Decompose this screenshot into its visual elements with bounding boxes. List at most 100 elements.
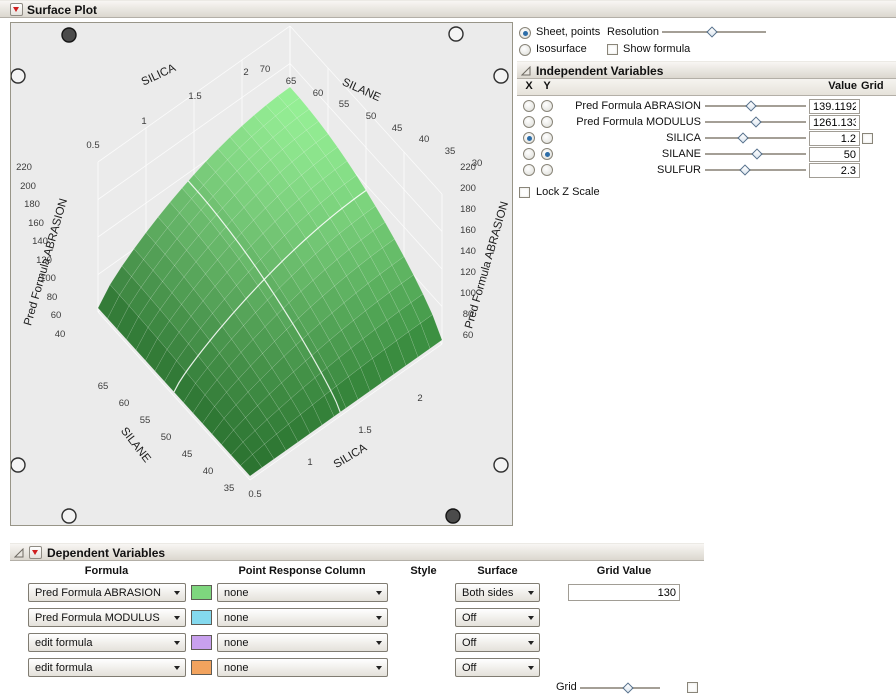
svg-text:80: 80 <box>463 309 474 320</box>
value-input[interactable] <box>809 131 860 146</box>
svg-text:1: 1 <box>307 457 312 468</box>
surface-mesh[interactable] <box>97 86 443 477</box>
isosurface-label: Isosurface <box>536 43 587 55</box>
value-input[interactable] <box>809 147 860 162</box>
point-response-dropdown[interactable]: none <box>217 608 388 627</box>
formula-dropdown[interactable]: edit formula <box>28 633 186 652</box>
independent-variables-title: Independent Variables <box>536 64 664 78</box>
y-radio[interactable] <box>541 132 553 144</box>
svg-text:0.5: 0.5 <box>86 140 99 151</box>
svg-text:45: 45 <box>182 449 193 460</box>
svg-text:50: 50 <box>161 432 172 443</box>
svg-text:45: 45 <box>392 123 403 134</box>
surface-mode-dropdown[interactable]: Both sides <box>455 583 540 602</box>
point-response-dropdown[interactable]: none <box>217 658 388 677</box>
formula-dropdown[interactable]: edit formula <box>28 658 186 677</box>
value-slider[interactable] <box>705 147 806 160</box>
x-radio[interactable] <box>523 116 535 128</box>
surface-mode-dropdown[interactable]: Off <box>455 608 540 627</box>
y-radio[interactable] <box>541 116 553 128</box>
value-input[interactable] <box>809 99 860 114</box>
slider-thumb[interactable] <box>739 163 752 176</box>
svg-text:2: 2 <box>417 393 422 404</box>
point-response-dropdown[interactable]: none <box>217 583 388 602</box>
col-header-grid: Grid <box>861 80 884 92</box>
formula-dropdown[interactable]: Pred Formula ABRASION <box>28 583 186 602</box>
disclosure-triangle-icon[interactable] <box>14 548 24 558</box>
red-triangle-menu-button[interactable] <box>10 3 23 16</box>
resolution-slider[interactable] <box>662 25 766 38</box>
point-response-dropdown[interactable]: none <box>217 633 388 652</box>
value-slider[interactable] <box>705 163 806 176</box>
value-slider[interactable] <box>705 115 806 128</box>
x-radio[interactable] <box>523 148 535 160</box>
surface-plot-panel: 0.5 1 1.5 2 70 65 60 55 50 45 40 35 30 220 200 180 160 14… <box>10 22 513 526</box>
plot-corner-handle[interactable] <box>493 68 509 84</box>
grid-slider[interactable] <box>580 681 660 694</box>
surface-color-swatch[interactable] <box>191 585 212 600</box>
plot-corner-handle[interactable] <box>448 26 464 42</box>
x-radio[interactable] <box>523 132 535 144</box>
svg-text:1.5: 1.5 <box>188 91 201 102</box>
plot-corner-handle[interactable] <box>61 508 77 524</box>
plot-corner-handle[interactable] <box>445 508 461 524</box>
x-radio[interactable] <box>523 100 535 112</box>
disclosure-triangle-icon[interactable] <box>521 66 531 76</box>
surface-plot-canvas[interactable]: 0.511.52 70656055504540353022020018016014… <box>11 23 512 525</box>
svg-text:55: 55 <box>339 99 350 110</box>
slider-thumb[interactable] <box>749 115 762 128</box>
col-header-value: Value <box>828 80 857 92</box>
grid-checkbox[interactable] <box>862 133 873 144</box>
surface-color-swatch[interactable] <box>191 635 212 650</box>
surface-mode-dropdown[interactable]: Off <box>455 658 540 677</box>
x-radio[interactable] <box>523 164 535 176</box>
plot-corner-handle[interactable] <box>493 457 509 473</box>
slider-thumb[interactable] <box>737 131 750 144</box>
slider-thumb[interactable] <box>622 681 634 694</box>
show-formula-checkbox[interactable] <box>607 44 618 55</box>
current-value-crosshair <box>173 180 367 413</box>
plot-corner-handle[interactable] <box>11 457 26 473</box>
svg-text:0.5: 0.5 <box>248 489 261 500</box>
surface-color-swatch[interactable] <box>191 660 212 675</box>
svg-text:160: 160 <box>28 218 44 229</box>
variable-label: SILICA <box>666 132 701 144</box>
resolution-label: Resolution <box>607 26 659 38</box>
red-triangle-menu-button[interactable] <box>29 546 42 559</box>
svg-text:100: 100 <box>460 288 476 299</box>
slider-thumb[interactable] <box>745 99 758 112</box>
svg-text:180: 180 <box>460 204 476 215</box>
value-slider[interactable] <box>705 131 806 144</box>
svg-text:140: 140 <box>32 236 48 247</box>
chevron-down-icon <box>528 616 534 620</box>
svg-text:65: 65 <box>286 76 297 87</box>
svg-text:60: 60 <box>463 330 474 341</box>
chevron-down-icon <box>528 641 534 645</box>
chevron-down-icon <box>376 666 382 670</box>
y-radio[interactable] <box>541 164 553 176</box>
value-slider[interactable] <box>705 99 806 112</box>
svg-text:80: 80 <box>47 292 58 303</box>
slider-thumb[interactable] <box>750 147 763 160</box>
col-header-point-response: Point Response Column <box>238 565 366 577</box>
plot-corner-handle[interactable] <box>61 27 77 43</box>
y-radio[interactable] <box>541 148 553 160</box>
variable-label: SULFUR <box>656 164 701 176</box>
slider-thumb[interactable] <box>706 25 718 38</box>
grid-checkbox[interactable] <box>687 682 698 693</box>
sheet-points-radio[interactable] <box>519 27 531 39</box>
surface-color-swatch[interactable] <box>191 610 212 625</box>
y-radio[interactable] <box>541 100 553 112</box>
plot-corner-handle[interactable] <box>11 68 26 84</box>
svg-text:35: 35 <box>224 483 235 494</box>
isosurface-radio[interactable] <box>519 44 531 56</box>
grid-value-input[interactable] <box>568 584 680 601</box>
surface-mode-dropdown[interactable]: Off <box>455 633 540 652</box>
value-input[interactable] <box>809 163 860 178</box>
svg-text:1: 1 <box>141 116 146 127</box>
chevron-down-icon <box>174 616 180 620</box>
chevron-down-icon <box>376 616 382 620</box>
lock-z-scale-checkbox[interactable] <box>519 187 530 198</box>
value-input[interactable] <box>809 115 860 130</box>
formula-dropdown[interactable]: Pred Formula MODULUS <box>28 608 186 627</box>
